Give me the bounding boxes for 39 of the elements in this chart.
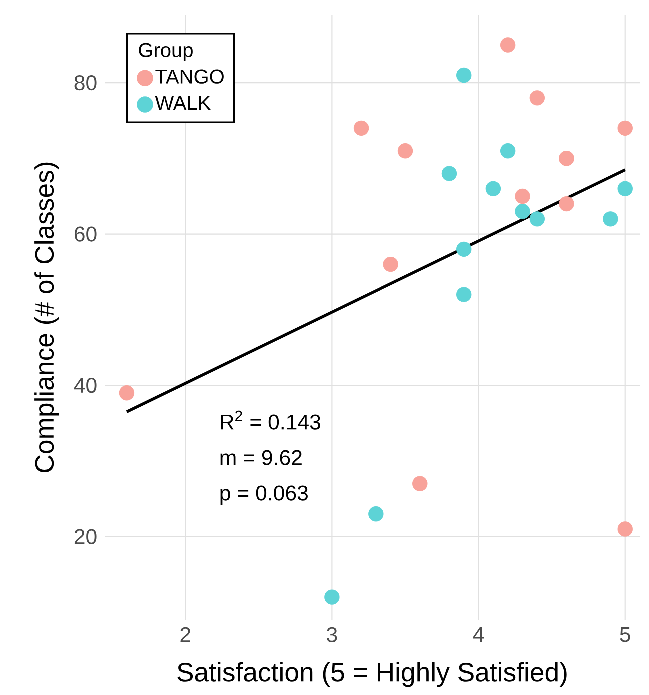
point bbox=[618, 522, 633, 537]
x-tick-label: 3 bbox=[327, 627, 338, 642]
point bbox=[486, 181, 502, 197]
point bbox=[618, 181, 633, 197]
y-tick-label: 40 bbox=[74, 378, 97, 394]
point bbox=[530, 212, 546, 227]
point bbox=[456, 242, 472, 258]
point bbox=[368, 506, 384, 522]
x-tick-label: 5 bbox=[620, 627, 630, 642]
point bbox=[515, 204, 530, 220]
point bbox=[383, 256, 398, 272]
legend-label: TANGO bbox=[156, 70, 224, 84]
y-tick-label: 60 bbox=[74, 226, 97, 242]
y-axis-title: Compliance (# of Classes) bbox=[34, 162, 60, 472]
point bbox=[500, 144, 516, 159]
x-tick-label: 2 bbox=[180, 627, 190, 642]
point bbox=[412, 476, 428, 492]
point bbox=[618, 120, 633, 136]
annotation: m = 9.62 bbox=[220, 450, 302, 466]
point bbox=[442, 166, 458, 182]
point bbox=[559, 196, 574, 212]
x-tick-label: 4 bbox=[473, 627, 484, 642]
point bbox=[530, 90, 546, 106]
point bbox=[456, 287, 472, 302]
point bbox=[456, 68, 472, 84]
point bbox=[324, 590, 340, 605]
legend-label: WALK bbox=[155, 96, 211, 110]
x-axis-title: Satisfaction (5 = Highly Satisfied) bbox=[178, 662, 567, 688]
point bbox=[515, 188, 530, 204]
point bbox=[500, 38, 516, 53]
point bbox=[354, 120, 370, 136]
annotation: R$^{2}$ = 0.143 bbox=[221, 410, 320, 430]
point bbox=[119, 386, 135, 401]
point bbox=[398, 144, 414, 159]
legend-title: Group bbox=[139, 43, 193, 62]
y-tick-label: 80 bbox=[74, 76, 97, 91]
annotation: p = 0.063 bbox=[220, 486, 308, 506]
y-tick-label: 20 bbox=[74, 529, 97, 544]
point bbox=[603, 212, 618, 227]
